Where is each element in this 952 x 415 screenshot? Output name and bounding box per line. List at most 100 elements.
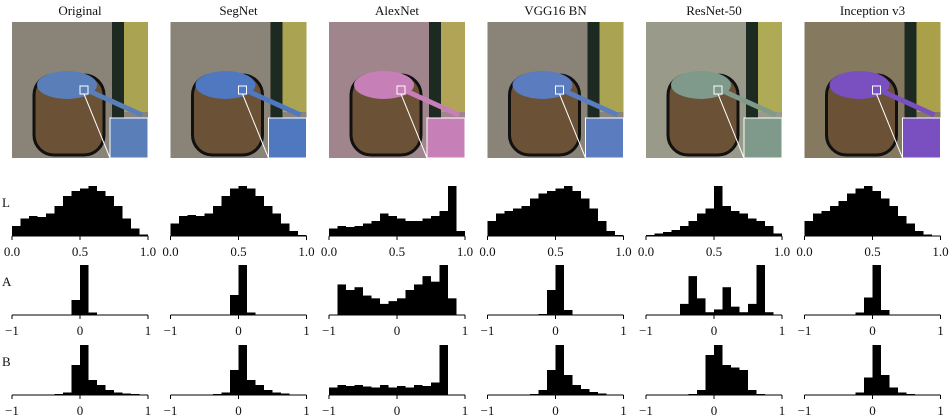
hist-bar xyxy=(547,191,556,236)
x-tick-label: −1 xyxy=(639,323,653,338)
x-tick-label: −1 xyxy=(639,403,653,415)
hist-bar xyxy=(371,221,380,236)
x-tick-label: −1 xyxy=(481,323,495,338)
hist-bar xyxy=(105,390,114,395)
hist-bar xyxy=(405,387,414,395)
hist-bar xyxy=(247,312,256,315)
hist-bar xyxy=(80,265,89,315)
hist-bar xyxy=(864,377,873,395)
x-tick-label: 0 xyxy=(869,403,876,415)
x-tick-label: −1 xyxy=(5,323,19,338)
hist-bar xyxy=(414,385,423,395)
hist-bar xyxy=(397,218,406,236)
hist-bar xyxy=(572,191,581,236)
hist-bar xyxy=(329,228,338,236)
hist-bar xyxy=(363,223,372,236)
hist-bar xyxy=(54,206,63,236)
hist-bar xyxy=(821,211,830,236)
hist-bar xyxy=(513,208,522,236)
hist-bar xyxy=(688,276,697,315)
hist-bar xyxy=(705,208,714,236)
hist-bar xyxy=(830,206,839,236)
hist-bar xyxy=(881,375,890,395)
x-tick-label: −1 xyxy=(164,323,178,338)
hist-bar xyxy=(838,201,847,236)
hist-bar xyxy=(589,392,598,395)
hist-bar xyxy=(346,386,355,395)
hist-bar xyxy=(439,345,448,395)
hist-bar xyxy=(889,387,898,395)
photo-bird xyxy=(512,71,573,99)
hist-bar xyxy=(71,300,80,315)
x-tick-label: 0.0 xyxy=(479,244,495,259)
hist-bar xyxy=(773,233,782,236)
x-tick-label: 1 xyxy=(145,323,152,338)
hist-bar xyxy=(388,387,397,395)
zoom-line xyxy=(242,93,269,159)
photo-bird xyxy=(195,71,256,99)
hist-bar xyxy=(697,298,706,315)
hist-bar xyxy=(371,387,380,395)
photo xyxy=(170,22,307,159)
x-tick-label: −1 xyxy=(5,403,19,415)
x-tick-label: 0.5 xyxy=(864,244,880,259)
hist-bar xyxy=(397,386,406,395)
hist-bar xyxy=(663,232,672,236)
hist-bar xyxy=(598,393,607,395)
x-tick-label: 0 xyxy=(552,403,559,415)
hist-bar xyxy=(380,385,389,395)
x-tick-label: 0 xyxy=(711,323,718,338)
hist-bar xyxy=(80,345,89,395)
x-tick-label: 1.0 xyxy=(774,244,790,259)
hist-bar xyxy=(654,233,663,236)
x-tick-label: 1.0 xyxy=(615,244,631,259)
hist-bar xyxy=(564,186,573,236)
zoom-line xyxy=(876,93,903,159)
hist-bar xyxy=(97,191,106,236)
x-tick-label: −1 xyxy=(481,403,495,415)
hist-bar xyxy=(71,191,80,236)
hist-bar xyxy=(12,226,21,236)
hist-bar xyxy=(705,312,714,315)
hist-bar xyxy=(731,211,740,236)
hist-bar xyxy=(329,387,338,395)
hist-bar xyxy=(739,370,748,395)
hist-bar xyxy=(422,386,431,395)
hist-bar xyxy=(705,355,714,395)
x-tick-label: 1.0 xyxy=(298,244,314,259)
photo-tail xyxy=(244,87,302,118)
hist-bar xyxy=(230,370,239,395)
hist-bar xyxy=(337,385,346,395)
hist-bar xyxy=(855,312,864,315)
x-tick-label: −1 xyxy=(798,403,812,415)
hist-bar xyxy=(414,284,423,315)
hist-bar xyxy=(804,221,813,236)
hist-bar xyxy=(756,221,765,236)
x-tick-label: 0.0 xyxy=(4,244,20,259)
hist-bar xyxy=(221,392,230,395)
hist-bar xyxy=(114,392,123,395)
photo-tail xyxy=(85,87,144,118)
hist-bar xyxy=(238,265,247,315)
hist-bar xyxy=(337,226,346,236)
hist-bar xyxy=(354,287,363,315)
hist-bar xyxy=(504,211,513,236)
photo xyxy=(329,22,466,159)
hist-bar xyxy=(538,390,547,395)
photo xyxy=(646,22,783,159)
photo-bird xyxy=(671,71,731,99)
hist-bar xyxy=(380,213,389,236)
column-title: Inception v3 xyxy=(840,3,905,18)
hist-bar xyxy=(431,382,440,395)
hist-bar xyxy=(431,281,440,315)
row-label: L xyxy=(2,195,10,210)
hist-bar xyxy=(915,231,924,236)
row-label: B xyxy=(2,354,11,369)
hist-bar xyxy=(555,188,564,236)
x-tick-label: −1 xyxy=(322,403,336,415)
hist-bar xyxy=(247,380,256,395)
zoom-line xyxy=(83,93,111,159)
hist-bar xyxy=(247,188,256,236)
x-tick-label: 0.0 xyxy=(162,244,178,259)
hist-bar xyxy=(71,365,80,395)
